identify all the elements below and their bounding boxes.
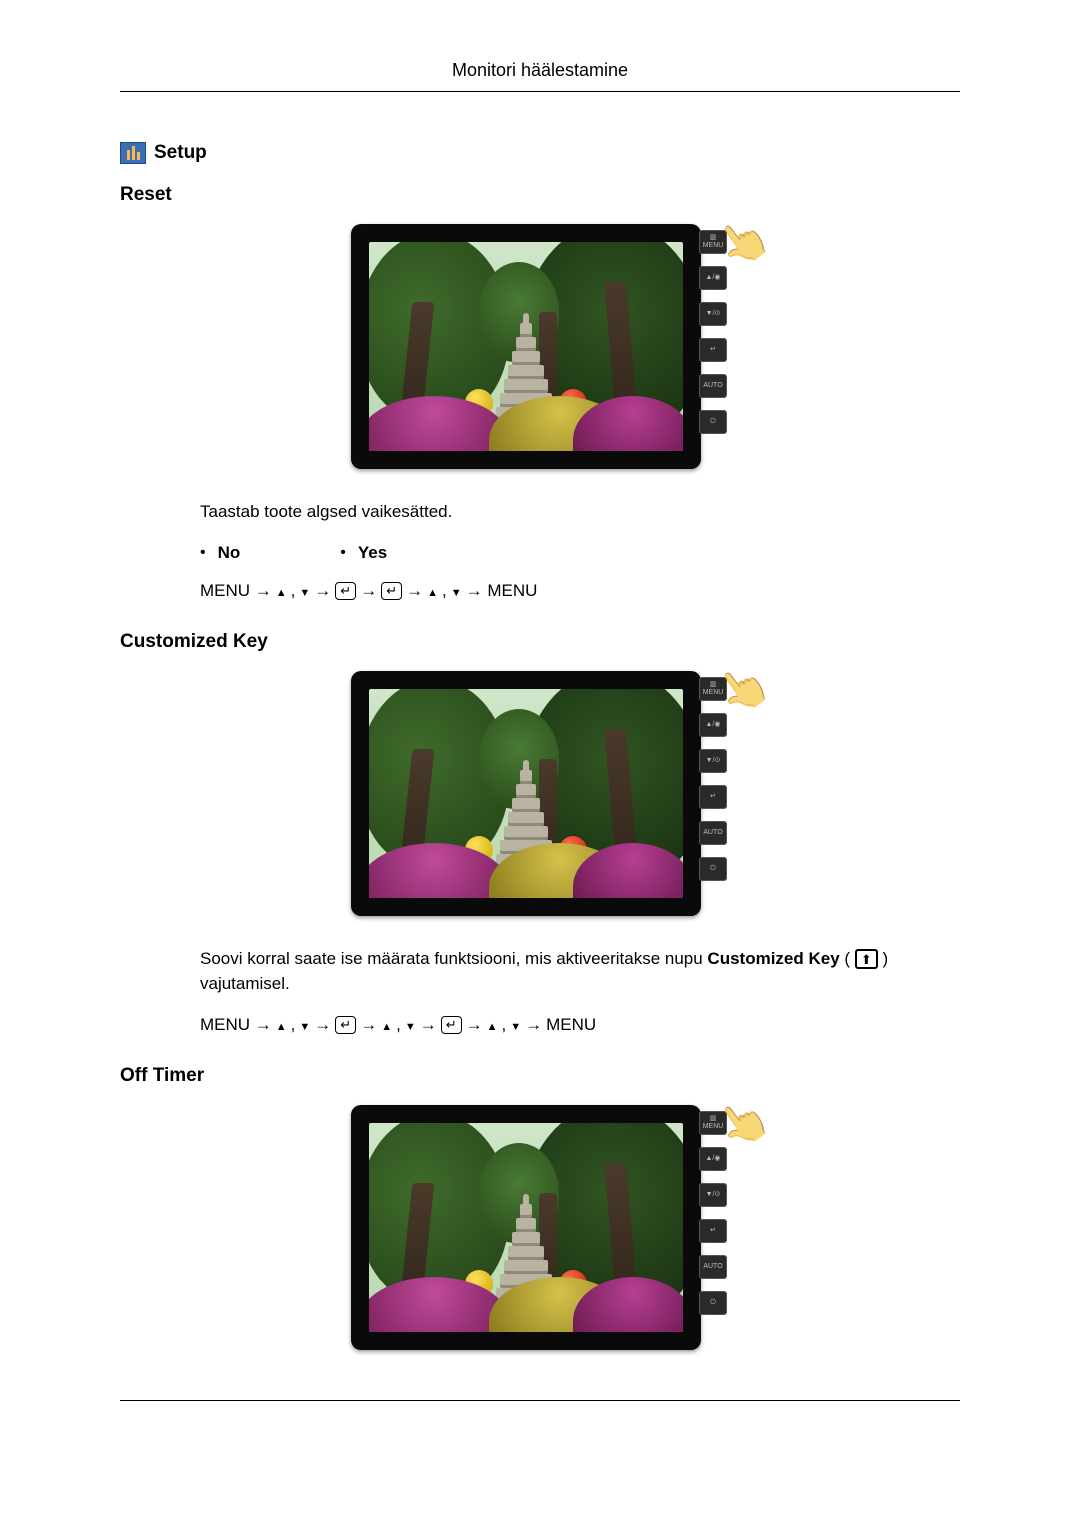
ck-monitor-figure: ▥ MENU ▲/◉ ▼/⊙ ↵ AUTO ⏻ 👆	[120, 671, 960, 916]
bullet-icon: •	[340, 544, 346, 562]
customized-key-heading: Customized Key	[120, 631, 960, 653]
enter-key-icon	[441, 1016, 462, 1034]
reset-option-yes: • Yes	[340, 543, 387, 563]
ctrl-power-button[interactable]: ⏻	[699, 1291, 727, 1315]
divider-top	[120, 91, 960, 92]
ctrl-power-button[interactable]: ⏻	[699, 857, 727, 881]
down-arrow-icon	[405, 1015, 416, 1035]
nav-sep: ,	[291, 1015, 296, 1035]
monitor-assembly: ▥ MENU ▲/◉ ▼/⊙ ↵ AUTO ⏻ 👆	[351, 671, 729, 916]
nav-menu-end: MENU	[546, 1015, 596, 1035]
bullet-icon: •	[200, 544, 206, 562]
up-arrow-icon	[381, 1015, 392, 1035]
ctrl-down-button[interactable]: ▼/⊙	[699, 1183, 727, 1207]
ctrl-power-button[interactable]: ⏻	[699, 410, 727, 434]
ctrl-down-button[interactable]: ▼/⊙	[699, 302, 727, 326]
customized-key-icon	[855, 949, 878, 969]
reset-heading: Reset	[120, 184, 960, 206]
down-arrow-icon	[299, 1015, 310, 1035]
monitor-bezel	[351, 224, 701, 469]
monitor-screen	[369, 242, 683, 451]
nav-menu-start: MENU →	[200, 581, 272, 601]
up-arrow-icon	[276, 581, 287, 601]
monitor-screen	[369, 1123, 683, 1332]
reset-option-no: • No	[200, 543, 240, 563]
nav-sep: ,	[396, 1015, 401, 1035]
monitor-assembly: ▥ MENU ▲/◉ ▼/⊙ ↵ AUTO ⏻ 👆	[351, 1105, 729, 1350]
page: Monitori häälestamine Setup Reset	[0, 0, 1080, 1489]
ck-desc-mid: (	[844, 949, 850, 968]
nav-arrow: →	[360, 1015, 377, 1035]
setup-label: Setup	[154, 142, 207, 164]
ctrl-up-button[interactable]: ▲/◉	[699, 1147, 727, 1171]
nav-arrow: →	[360, 581, 377, 601]
monitor-assembly: ▥ MENU ▲/◉ ▼/⊙ ↵ AUTO ⏻ 👆	[351, 224, 729, 469]
ctrl-enter-button[interactable]: ↵	[699, 785, 727, 809]
nav-arrow: →	[406, 581, 423, 601]
ctrl-up-button[interactable]: ▲/◉	[699, 713, 727, 737]
ctrl-up-button[interactable]: ▲/◉	[699, 266, 727, 290]
nav-arrow: →	[314, 1015, 331, 1035]
monitor-bezel	[351, 671, 701, 916]
nav-sep: ,	[502, 1015, 507, 1035]
ck-desc-pre: Soovi korral saate ise määrata funktsioo…	[200, 949, 707, 968]
nav-sep: ,	[442, 581, 447, 601]
monitor-bezel	[351, 1105, 701, 1350]
up-arrow-icon	[487, 1015, 498, 1035]
nav-menu-end: → MENU	[466, 581, 538, 601]
reset-nav-sequence: MENU → , → → → , → MENU	[200, 581, 960, 601]
down-arrow-icon	[299, 581, 310, 601]
up-arrow-icon	[427, 581, 438, 601]
ctrl-auto-button[interactable]: AUTO	[699, 374, 727, 398]
ctrl-auto-button[interactable]: AUTO	[699, 821, 727, 845]
nav-arrow: →	[525, 1015, 542, 1035]
enter-key-icon	[335, 1016, 356, 1034]
reset-options: • No • Yes	[200, 543, 960, 563]
ctrl-auto-button[interactable]: AUTO	[699, 1255, 727, 1279]
reset-monitor-figure: ▥ MENU ▲/◉ ▼/⊙ ↵ AUTO ⏻ 👆	[120, 224, 960, 469]
ctrl-enter-button[interactable]: ↵	[699, 338, 727, 362]
divider-bottom	[120, 1400, 960, 1401]
nav-arrow: →	[314, 581, 331, 601]
ck-desc-bold: Customized Key	[707, 949, 839, 968]
page-header: Monitori häälestamine	[120, 60, 960, 81]
up-arrow-icon	[276, 1015, 287, 1035]
off-timer-heading: Off Timer	[120, 1065, 960, 1087]
reset-option-no-label: No	[218, 543, 241, 563]
nav-arrow: →	[466, 1015, 483, 1035]
ck-nav-sequence: MENU → , → → , → → , → MENU	[200, 1015, 960, 1035]
monitor-screen	[369, 689, 683, 898]
setup-sliders-icon	[120, 142, 146, 164]
ctrl-down-button[interactable]: ▼/⊙	[699, 749, 727, 773]
down-arrow-icon	[451, 581, 462, 601]
reset-description: Taastab toote algsed vaikesätted.	[200, 499, 960, 525]
nav-menu-start: MENU →	[200, 1015, 272, 1035]
ck-body: Soovi korral saate ise määrata funktsioo…	[200, 946, 960, 1035]
ot-monitor-figure: ▥ MENU ▲/◉ ▼/⊙ ↵ AUTO ⏻ 👆	[120, 1105, 960, 1350]
enter-key-icon	[381, 582, 402, 600]
reset-option-yes-label: Yes	[358, 543, 387, 563]
reset-body: Taastab toote algsed vaikesätted. • No •…	[200, 499, 960, 601]
ctrl-enter-button[interactable]: ↵	[699, 1219, 727, 1243]
ck-description: Soovi korral saate ise määrata funktsioo…	[200, 946, 960, 997]
down-arrow-icon	[510, 1015, 521, 1035]
setup-row: Setup	[120, 142, 960, 164]
nav-sep: ,	[291, 581, 296, 601]
setup-icon-bars	[127, 146, 140, 160]
nav-arrow: →	[420, 1015, 437, 1035]
enter-key-icon	[335, 582, 356, 600]
